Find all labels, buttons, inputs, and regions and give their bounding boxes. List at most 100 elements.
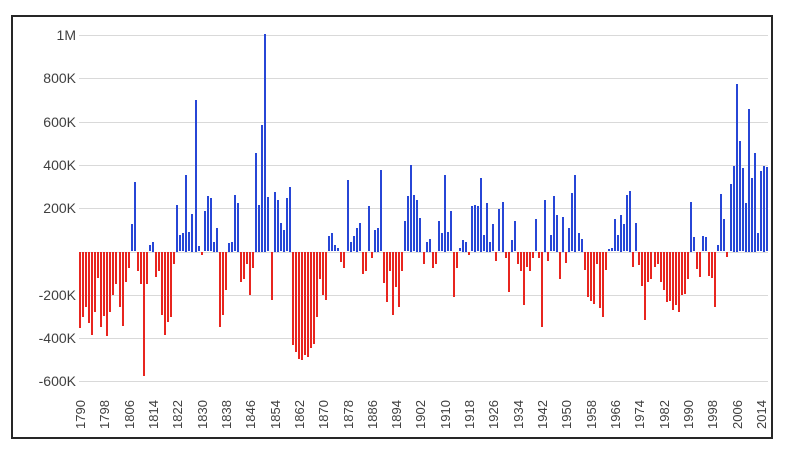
bar-1805 bbox=[125, 252, 127, 282]
bar-2010 bbox=[748, 109, 750, 252]
y-axis-tick-label-1M: 1M bbox=[56, 27, 76, 43]
bar-1844 bbox=[243, 252, 245, 279]
bar-1913 bbox=[453, 252, 455, 297]
bar-1814 bbox=[152, 242, 154, 252]
bar-2006 bbox=[736, 84, 738, 252]
bar-1923 bbox=[483, 235, 485, 251]
bar-1908 bbox=[438, 221, 440, 251]
bar-1963 bbox=[605, 252, 607, 270]
x-axis-tick-1806: 1806 bbox=[121, 391, 137, 437]
x-axis-tick-1878: 1878 bbox=[341, 391, 356, 437]
bar-2009 bbox=[745, 203, 747, 252]
x-axis-tick-label: 1950 bbox=[558, 399, 574, 429]
gridline-1000K bbox=[79, 35, 768, 36]
bar-1834 bbox=[213, 242, 215, 252]
bar-1965 bbox=[611, 248, 613, 251]
bar-1992 bbox=[693, 237, 695, 251]
bar-1851 bbox=[264, 34, 266, 252]
bar-1799 bbox=[106, 252, 108, 336]
bar-1979 bbox=[654, 252, 656, 267]
bar-1962 bbox=[602, 252, 604, 317]
bar-1986 bbox=[675, 252, 677, 305]
bar-1850 bbox=[261, 125, 263, 252]
bar-1855 bbox=[277, 200, 279, 252]
bar-1870 bbox=[322, 252, 324, 295]
bar-1864 bbox=[304, 252, 306, 355]
bar-1991 bbox=[690, 202, 692, 252]
bar-1989 bbox=[684, 252, 686, 294]
x-axis-tick-1934: 1934 bbox=[511, 391, 526, 437]
bar-1804 bbox=[122, 252, 124, 326]
bar-1977 bbox=[647, 252, 649, 282]
x-axis-tick-label: 1846 bbox=[242, 399, 258, 429]
bar-1953 bbox=[574, 175, 576, 252]
bar-1826 bbox=[188, 232, 190, 251]
y-axis-tick-label-800K: 800K bbox=[43, 70, 76, 86]
y-axis-tick-label-400K: 400K bbox=[43, 157, 76, 173]
x-axis-tick-label: 1822 bbox=[169, 399, 185, 429]
bar-1800 bbox=[109, 252, 111, 312]
x-axis-tick-2014: 2014 bbox=[753, 391, 769, 437]
bar-1904 bbox=[426, 242, 428, 252]
x-axis-tick-1958: 1958 bbox=[584, 391, 599, 437]
bar-1894 bbox=[395, 252, 397, 287]
bar-1797 bbox=[100, 252, 102, 327]
y-axis-tick-label--200K: -200K bbox=[38, 287, 76, 303]
x-axis-tick-label: 1830 bbox=[194, 399, 210, 429]
bar-1976 bbox=[644, 252, 646, 320]
bar-1915 bbox=[459, 248, 461, 251]
bar-1808 bbox=[134, 182, 136, 251]
bar-1859 bbox=[289, 187, 291, 252]
bar-1964 bbox=[608, 249, 610, 251]
bar-1829 bbox=[198, 246, 200, 251]
x-axis-tick-1862: 1862 bbox=[292, 391, 307, 437]
bar-1910 bbox=[444, 175, 446, 252]
bar-1951 bbox=[568, 228, 570, 252]
bar-1985 bbox=[672, 252, 674, 310]
bar-1813 bbox=[149, 245, 151, 251]
x-axis-tick-label: 1806 bbox=[121, 399, 137, 429]
bar-1876 bbox=[340, 252, 342, 262]
x-axis-tick-label: 2014 bbox=[753, 399, 769, 429]
bar-1862 bbox=[298, 252, 300, 359]
bar-1891 bbox=[386, 252, 388, 302]
bar-1879 bbox=[350, 242, 352, 252]
bar-1970 bbox=[626, 195, 628, 251]
bar-1922 bbox=[480, 178, 482, 252]
bar-1911 bbox=[447, 232, 449, 251]
bar-2013 bbox=[757, 233, 759, 251]
bar-1854 bbox=[274, 192, 276, 252]
bar-1843 bbox=[240, 252, 242, 282]
bar-1973 bbox=[635, 223, 637, 251]
bar-1886 bbox=[371, 252, 373, 258]
bar-1820 bbox=[170, 252, 172, 317]
bar-1845 bbox=[246, 252, 248, 264]
bar-1880 bbox=[353, 236, 355, 251]
bar-1885 bbox=[368, 206, 370, 251]
bar-2003 bbox=[726, 252, 728, 257]
bar-1996 bbox=[705, 237, 707, 251]
bar-1839 bbox=[228, 243, 230, 252]
bar-1981 bbox=[660, 252, 662, 282]
bar-1980 bbox=[657, 252, 659, 264]
bar-1889 bbox=[380, 170, 382, 251]
bar-1836 bbox=[219, 252, 221, 327]
x-axis-tick-1846: 1846 bbox=[242, 391, 258, 437]
x-axis-tick-1942: 1942 bbox=[535, 391, 550, 437]
bar-1888 bbox=[377, 228, 379, 252]
bar-1959 bbox=[593, 252, 595, 304]
x-axis-tick-1798: 1798 bbox=[97, 391, 112, 437]
bar-1974 bbox=[638, 252, 640, 265]
bar-1909 bbox=[441, 233, 443, 251]
bar-1846 bbox=[249, 252, 251, 295]
bar-1818 bbox=[164, 252, 166, 335]
x-axis-tick-label: 1838 bbox=[218, 399, 234, 429]
gridline--600K bbox=[79, 381, 768, 382]
x-axis-tick-1910: 1910 bbox=[438, 391, 453, 437]
bar-1837 bbox=[222, 252, 224, 315]
bar-1828 bbox=[195, 100, 197, 252]
bar-1947 bbox=[556, 215, 558, 252]
bar-1825 bbox=[185, 175, 187, 252]
x-axis-tick-1886: 1886 bbox=[365, 391, 380, 437]
bar-2015 bbox=[763, 166, 765, 252]
